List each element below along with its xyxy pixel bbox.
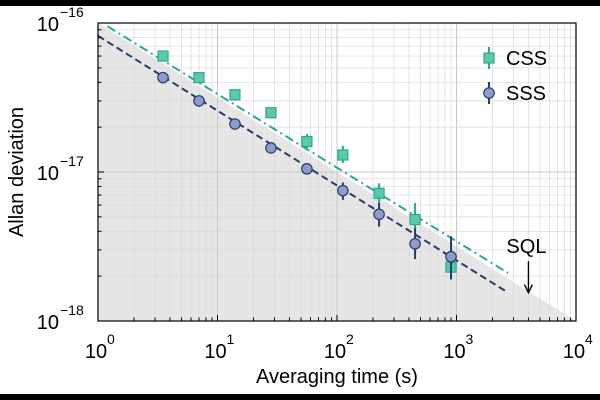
x-axis-label: Averaging time (s) <box>256 366 418 388</box>
y-tick-label: 10−18 <box>37 302 84 334</box>
css-data-point <box>229 89 241 101</box>
css-data-point <box>373 187 385 199</box>
x-tick-exponent: 1 <box>227 331 235 347</box>
sss-data-point <box>157 71 169 84</box>
x-tick-exponent: 2 <box>346 331 354 347</box>
sss-data-point <box>193 95 205 107</box>
legend-label: CSS <box>506 48 547 70</box>
x-tick-label: 103 <box>443 331 473 363</box>
x-tick-exponent: 0 <box>107 331 115 347</box>
x-tick-label: 100 <box>85 331 115 363</box>
sss-data-point <box>445 250 457 263</box>
legend-item-sss: SSS <box>483 82 546 105</box>
y-tick-label: 10−16 <box>37 6 84 36</box>
css-fit-line <box>106 25 509 274</box>
legend-circle-marker <box>483 87 495 99</box>
y-tick-label: 10−17 <box>37 153 84 185</box>
sss-data-point <box>373 208 385 221</box>
y-axis-label: Allan deviation <box>6 107 28 237</box>
css-data-point <box>193 72 205 84</box>
sss-data-point <box>409 237 421 250</box>
x-tick-base: 10 <box>563 341 585 363</box>
x-tick-base: 10 <box>204 341 226 363</box>
y-tick-base: 10 <box>37 163 59 185</box>
css-data-point <box>301 135 313 148</box>
x-tick-base: 10 <box>85 341 107 363</box>
x-tick-label: 101 <box>204 331 234 363</box>
sql-arrow-head <box>523 284 534 295</box>
y-tick-base: 10 <box>37 312 59 334</box>
figure-canvas: 10 0 10 1 10 2 10 3 10 4 10 −18 10 −17 10 −16 Averaging… <box>0 6 600 394</box>
sss-data-point <box>301 163 313 175</box>
y-tick-exponent: −17 <box>60 153 84 169</box>
sss-data-point <box>265 142 277 154</box>
legend-item-css: CSS <box>483 47 547 70</box>
x-tick-base: 10 <box>324 341 346 363</box>
sql-annotation-label: SQL <box>506 236 546 258</box>
x-tick-exponent: 4 <box>585 331 593 347</box>
x-tick-label: 104 <box>563 331 593 363</box>
legend-square-marker <box>483 52 495 64</box>
x-tick-base: 10 <box>443 341 465 363</box>
x-tick-exponent: 3 <box>466 331 474 347</box>
css-data-point <box>157 50 169 62</box>
sss-data-point <box>229 118 241 130</box>
css-data-point <box>409 213 421 226</box>
legend-label: SSS <box>506 83 546 105</box>
css-data-point <box>337 149 349 161</box>
x-tick-label: 102 <box>324 331 354 363</box>
y-tick-exponent: −18 <box>60 302 84 318</box>
sss-data-point <box>337 184 349 197</box>
y-tick-base: 10 <box>37 14 59 36</box>
y-tick-exponent: −16 <box>60 6 84 20</box>
legend: CSS SSS <box>483 47 547 105</box>
css-data-point <box>265 107 277 119</box>
